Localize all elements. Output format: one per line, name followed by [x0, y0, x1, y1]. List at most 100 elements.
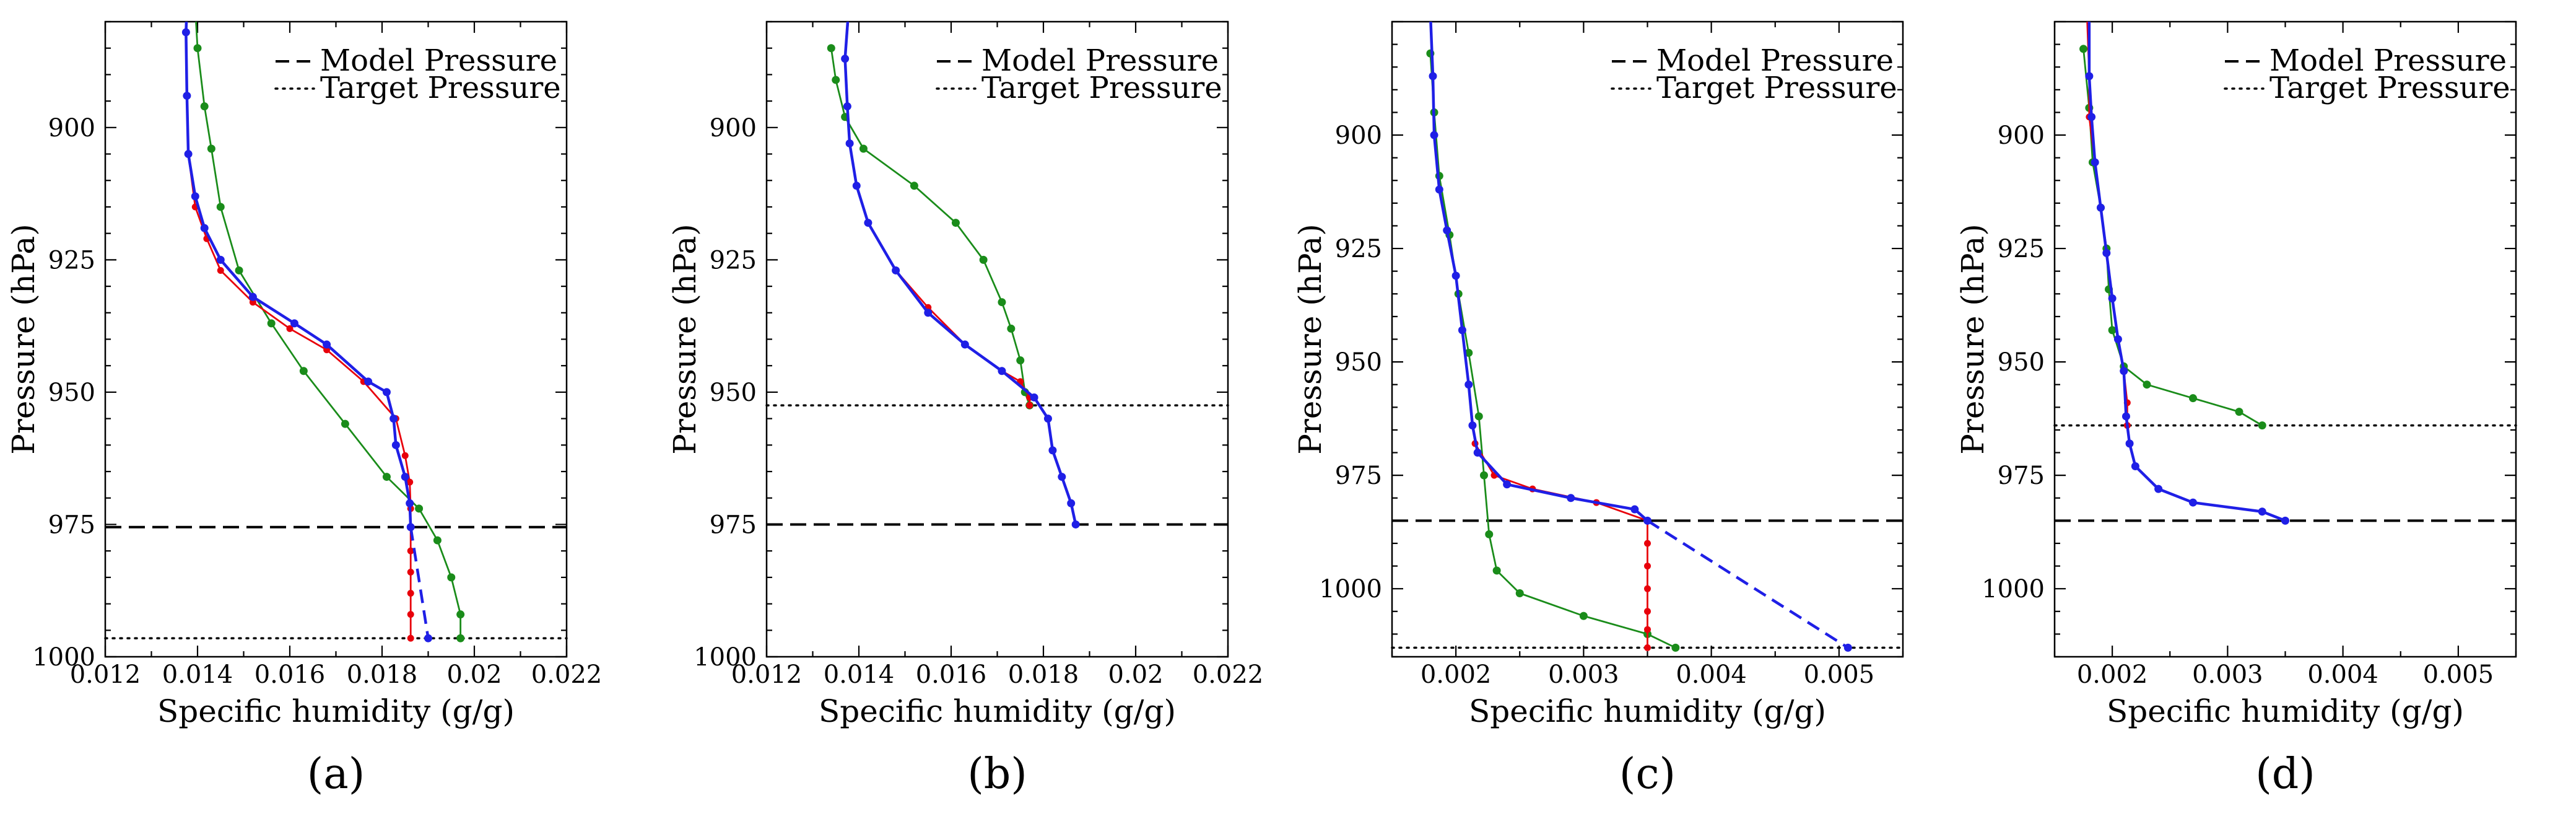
panel-label: (d)	[2255, 750, 2315, 799]
y-tick-label: 950	[1335, 348, 1382, 377]
data-point-red	[407, 611, 414, 618]
data-point-green	[235, 266, 243, 274]
data-point-blue	[2108, 294, 2117, 303]
y-tick-label: 900	[1335, 121, 1382, 150]
data-point-red	[1644, 585, 1651, 592]
data-point-red	[1644, 563, 1651, 570]
data-point-green	[859, 144, 868, 153]
data-point-red	[1026, 401, 1033, 409]
panel-d: 0.002 0.003 0.004 0.005 900 925 950 975 1000 Spec…	[1955, 20, 2517, 799]
series-line-blue	[843, 22, 1077, 525]
data-point-blue	[1058, 473, 1066, 481]
data-point-blue	[2097, 203, 2105, 212]
y-tick-label: 925	[1335, 235, 1382, 263]
data-point-blue	[960, 340, 969, 349]
y-tick-label: 1000	[694, 643, 757, 672]
data-point-green	[299, 367, 308, 375]
data-point-green	[1485, 530, 1494, 538]
data-point-blue	[183, 92, 191, 100]
data-point-green	[382, 473, 391, 481]
data-point-green	[2258, 421, 2266, 430]
x-tick-label: 0.016	[916, 660, 987, 689]
data-point-blue	[2113, 335, 2122, 343]
data-point-blue	[2120, 367, 2128, 375]
x-tick-label: 0.012	[70, 660, 141, 689]
legend-label: Model Pressure	[1656, 43, 1894, 78]
data-point-red	[1644, 626, 1651, 633]
x-axis-title: Specific humidity (g/g)	[2107, 693, 2464, 729]
data-point-green	[2108, 326, 2117, 335]
data-point-blue	[1071, 520, 1080, 529]
data-point-blue	[1430, 131, 1438, 139]
x-axis-title: Specific humidity (g/g)	[819, 693, 1176, 729]
y-tick-label: 1000	[1982, 575, 2045, 603]
data-point-red	[407, 590, 414, 597]
x-tick-label: 0.003	[1548, 660, 1619, 689]
panel-b: 0.012 0.014 0.016 0.018 0.02 0.022 900 925 950 97…	[667, 2, 1264, 799]
data-point-red	[846, 2, 853, 9]
data-point-blue	[424, 634, 432, 643]
data-point-blue	[2258, 507, 2266, 516]
x-tick-label: 0.022	[1193, 660, 1264, 689]
data-point-blue	[843, 102, 851, 111]
data-point-blue	[290, 319, 298, 328]
data-point-blue	[1048, 446, 1057, 455]
legend-label: Target Pressure	[2269, 71, 2510, 105]
data-point-blue	[191, 192, 199, 201]
data-point-green	[1480, 471, 1488, 480]
data-point-green	[447, 573, 456, 582]
data-point-blue	[184, 150, 193, 159]
data-point-blue	[2102, 248, 2111, 257]
data-point-red	[407, 547, 414, 555]
y-tick-label: 950	[1998, 348, 2045, 377]
data-point-blue	[1451, 271, 1460, 280]
data-point-blue	[382, 388, 391, 397]
x-tick-label: 0.022	[531, 660, 603, 689]
data-point-blue	[200, 224, 209, 232]
data-point-green	[1579, 612, 1588, 620]
data-point-green	[1474, 412, 1483, 421]
data-point-red	[1644, 540, 1651, 547]
data-point-blue	[406, 523, 415, 532]
data-point-red	[1644, 608, 1651, 615]
data-point-blue	[1067, 499, 1076, 507]
x-tick-label: 0.005	[2423, 660, 2494, 689]
data-point-green	[207, 144, 215, 153]
plot-frame	[104, 20, 568, 658]
y-tick-label: 975	[48, 511, 95, 539]
series-line-blue-extrapolated	[1647, 519, 1849, 649]
data-point-green	[216, 203, 225, 211]
legend-background	[1607, 40, 1894, 107]
data-point-blue	[389, 415, 398, 423]
data-point-blue	[406, 499, 414, 507]
y-tick-label: 1000	[32, 643, 95, 672]
data-point-blue	[248, 292, 257, 301]
data-point-blue	[401, 473, 409, 481]
panel-label: (b)	[967, 750, 1027, 799]
legend-label: Model Pressure	[320, 43, 557, 78]
series-line-green	[830, 48, 1030, 406]
data-point-blue	[2091, 158, 2099, 167]
plot-frame	[765, 20, 1229, 658]
series-line-blue	[2087, 22, 2286, 522]
data-point-green	[341, 419, 349, 428]
data-point-blue	[1503, 480, 1512, 489]
legend-label: Target Pressure	[981, 71, 1222, 105]
data-point-blue	[1643, 516, 1651, 525]
panel-label: (c)	[1619, 750, 1676, 799]
data-point-blue	[998, 367, 1006, 375]
data-point-red	[406, 478, 414, 486]
data-point-blue	[2189, 498, 2197, 507]
x-tick-label: 0.02	[1108, 660, 1163, 689]
data-point-green	[456, 634, 465, 643]
data-point-green	[1007, 324, 1016, 333]
data-point-blue	[2087, 113, 2096, 121]
y-tick-label: 900	[710, 114, 757, 143]
data-point-green	[832, 76, 840, 84]
x-tick-label: 0.005	[1804, 660, 1875, 689]
data-point-blue	[2121, 412, 2130, 421]
y-tick-label: 950	[710, 379, 757, 407]
